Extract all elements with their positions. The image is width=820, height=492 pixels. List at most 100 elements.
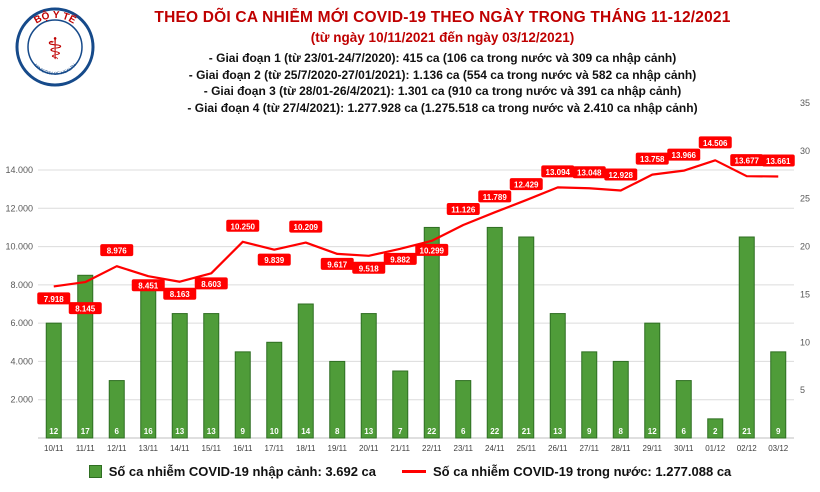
line-label-box-18-11 <box>289 220 323 233</box>
line-label-box-26-11 <box>541 165 575 178</box>
x-axis-date-label: 25/11 <box>517 444 537 453</box>
line-label-box-28-11 <box>604 168 638 181</box>
header: THEO DÕI CA NHIỄM MỚI COVID-19 THEO NGÀY… <box>0 0 820 116</box>
imported-cases-bar-13-11 <box>140 284 157 439</box>
line-label-box-17-11 <box>257 253 291 266</box>
x-axis-date-label: 24/11 <box>485 444 505 453</box>
x-axis-date-label: 01/12 <box>705 444 726 453</box>
line-label-text: 8.145 <box>75 305 96 314</box>
x-axis-date-label: 19/11 <box>328 444 348 453</box>
phase-annotation-4: - Giai đoạn 4 (từ 27/4/2021): 1.277.928 … <box>187 100 698 115</box>
imported-cases-bar-28-11 <box>612 360 629 439</box>
line-label-box-21-11 <box>383 252 417 265</box>
imported-cases-bar-19-11 <box>329 360 346 439</box>
right-axis-tick-label: 25 <box>800 194 810 204</box>
right-axis-tick-label: 35 <box>800 98 810 108</box>
bar-value-label: 16 <box>144 427 153 436</box>
imported-cases-bar-21-11 <box>392 370 409 439</box>
phase-annotations: - Giai đoạn 1 (từ 23/01-24/7/2020): 415 … <box>85 50 800 116</box>
legend-line-swatch <box>402 470 427 473</box>
imported-cases-bar-02-12 <box>738 236 755 439</box>
bar-value-label: 13 <box>207 427 216 436</box>
line-label-text: 11.789 <box>483 193 508 202</box>
bar-value-label: 14 <box>301 427 310 436</box>
x-axis-date-label: 18/11 <box>296 444 316 453</box>
line-label-text: 13.966 <box>672 151 697 160</box>
left-axis-tick-label: 14.000 <box>5 165 33 175</box>
chart-legend: Số ca nhiễm COVID-19 nhập cảnh: 3.692 ca… <box>0 464 820 479</box>
chart-title: THEO DÕI CA NHIỄM MỚI COVID-19 THEO NGÀY… <box>154 9 731 26</box>
x-axis-date-label: 21/11 <box>391 444 411 453</box>
bar-value-label: 8 <box>619 427 624 436</box>
line-label-box-20-11 <box>352 261 386 274</box>
left-axis-tick-label: 4.000 <box>10 356 33 366</box>
bar-value-label: 7 <box>398 427 403 436</box>
left-axis-tick-label: 2.000 <box>10 395 33 405</box>
line-label-text: 8.163 <box>170 290 191 299</box>
bar-value-label: 9 <box>587 427 592 436</box>
line-label-box-24-11 <box>478 190 512 203</box>
imported-cases-bar-22-11 <box>423 226 440 439</box>
line-label-text: 9.617 <box>327 260 348 269</box>
bar-value-label: 13 <box>175 427 184 436</box>
line-label-box-27-11 <box>572 166 606 179</box>
line-label-text: 14.506 <box>703 139 728 148</box>
right-axis-tick-label: 30 <box>800 146 810 156</box>
x-axis-date-label: 22/11 <box>422 444 442 453</box>
x-axis-date-label: 27/11 <box>580 444 600 453</box>
x-axis-date-label: 20/11 <box>359 444 379 453</box>
x-axis-date-label: 14/11 <box>170 444 190 453</box>
imported-cases-bar-03-12 <box>770 351 787 439</box>
line-label-text: 13.661 <box>766 157 791 166</box>
line-label-box-15-11 <box>194 277 228 290</box>
x-axis-date-label: 23/11 <box>454 444 474 453</box>
x-axis-date-label: 16/11 <box>233 444 253 453</box>
x-axis-date-label: 28/11 <box>611 444 631 453</box>
imported-cases-bar-27-11 <box>581 351 598 439</box>
bar-value-label: 13 <box>364 427 373 436</box>
left-axis-tick-label: 8.000 <box>10 280 33 290</box>
x-axis-date-label: 13/11 <box>139 444 159 453</box>
line-label-box-13-11 <box>131 279 165 292</box>
line-label-text: 10.250 <box>231 222 256 231</box>
line-label-text: 7.918 <box>44 295 65 304</box>
imported-cases-bar-29-11 <box>644 322 661 439</box>
right-axis-tick-label: 20 <box>800 242 810 252</box>
line-label-box-16-11 <box>226 219 260 232</box>
imported-cases-bar-24-11 <box>486 226 503 439</box>
line-label-box-14-11 <box>163 287 197 300</box>
caduceus-icon: ⚕ <box>47 33 63 66</box>
bar-value-label: 12 <box>49 427 58 436</box>
bar-value-label: 12 <box>648 427 657 436</box>
bar-value-label: 6 <box>461 427 466 436</box>
line-label-text: 9.518 <box>359 264 380 273</box>
bar-value-label: 22 <box>490 427 499 436</box>
chart-subtitle: (từ ngày 10/11/2021 đến ngày 03/12/2021) <box>310 30 575 45</box>
imported-cases-bar-30-11 <box>675 380 692 439</box>
x-axis-date-label: 17/11 <box>265 444 285 453</box>
line-label-box-29-11 <box>635 152 669 165</box>
phase-annotation-2: - Giai đoạn 2 (từ 25/7/2020-27/01/2021):… <box>188 67 697 82</box>
legend-item-domestic: Số ca nhiễm COVID-19 trong nước: 1.277.0… <box>402 464 731 479</box>
phase-annotation-3: - Giai đoạn 3 (từ 28/01-26/4/2021): 1.30… <box>203 84 682 98</box>
imported-cases-bar-17-11 <box>266 341 283 439</box>
bar-value-label: 21 <box>522 427 531 436</box>
left-axis-tick-label: 6.000 <box>10 318 33 328</box>
legend-item-imported: Số ca nhiễm COVID-19 nhập cảnh: 3.692 ca <box>88 464 376 479</box>
x-axis-date-label: 02/12 <box>737 444 758 453</box>
right-axis-tick-label: 10 <box>800 337 810 347</box>
domestic-cases-line <box>53 159 779 288</box>
line-label-text: 9.839 <box>264 256 285 265</box>
line-label-box-11-11 <box>68 302 102 315</box>
bar-value-label: 17 <box>81 427 90 436</box>
line-label-box-02-12 <box>730 154 764 167</box>
line-label-box-22-11 <box>415 243 449 256</box>
x-axis-date-label: 30/11 <box>674 444 694 453</box>
x-axis-date-label: 29/11 <box>643 444 663 453</box>
x-axis-date-label: 12/11 <box>107 444 127 453</box>
line-label-text: 8.603 <box>201 280 222 289</box>
logo-inner-ring <box>27 19 83 75</box>
line-label-text: 13.048 <box>577 169 602 178</box>
phase-annotation-1: - Giai đoạn 1 (từ 23/01-24/7/2020): 415 … <box>208 51 677 65</box>
